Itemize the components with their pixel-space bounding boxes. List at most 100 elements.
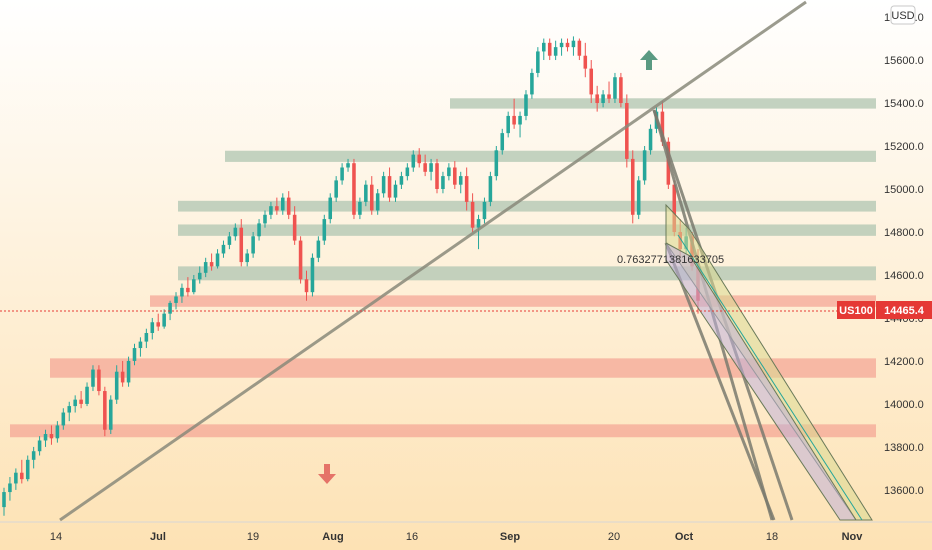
channel-upper[interactable] <box>665 203 873 521</box>
candle[interactable] <box>530 68 534 99</box>
candle[interactable] <box>583 42 588 78</box>
candle[interactable] <box>375 188 380 215</box>
y-axis[interactable]: 15800.015600.015400.015200.015000.014800… <box>876 0 932 550</box>
candle[interactable] <box>310 253 315 297</box>
candle[interactable] <box>352 158 356 220</box>
symbol-badge[interactable]: US100 <box>837 301 875 319</box>
support-zone[interactable] <box>150 295 876 307</box>
candle[interactable] <box>423 154 427 177</box>
candle[interactable] <box>186 277 190 297</box>
candle[interactable] <box>197 266 202 284</box>
candle[interactable] <box>630 150 635 224</box>
candle[interactable] <box>20 459 24 484</box>
candle[interactable] <box>245 249 249 267</box>
candle[interactable] <box>227 231 232 250</box>
candle[interactable] <box>144 328 149 349</box>
candle[interactable] <box>393 180 398 202</box>
candle[interactable] <box>476 214 481 250</box>
candle[interactable] <box>251 231 255 258</box>
candle[interactable] <box>132 343 137 366</box>
candle[interactable] <box>156 313 161 331</box>
candle[interactable] <box>405 163 410 181</box>
candle[interactable] <box>458 171 463 194</box>
candle[interactable] <box>524 90 528 121</box>
candle[interactable] <box>648 124 653 155</box>
candle[interactable] <box>263 210 267 228</box>
trendline-descending-3[interactable] <box>664 242 776 521</box>
x-axis[interactable]: 14 Jul 19 Aug 16 Sep 20 Oct 18 Nov <box>0 521 932 543</box>
candle[interactable] <box>61 408 66 430</box>
candle[interactable] <box>364 180 368 207</box>
trendline-ascending[interactable] <box>59 0 807 522</box>
candle[interactable] <box>512 98 516 129</box>
candle[interactable] <box>97 365 101 396</box>
candle[interactable] <box>79 391 83 409</box>
candle[interactable] <box>233 223 238 241</box>
resistance-zone[interactable] <box>178 224 876 236</box>
candle[interactable] <box>275 197 279 215</box>
candle[interactable] <box>108 395 113 435</box>
candle[interactable] <box>286 191 291 220</box>
candle[interactable] <box>180 283 184 303</box>
candle[interactable] <box>257 219 261 241</box>
candle[interactable] <box>553 40 558 61</box>
candle[interactable] <box>340 163 344 185</box>
candle[interactable] <box>138 337 143 357</box>
candle[interactable] <box>43 429 48 447</box>
resistance-zone[interactable] <box>178 266 876 281</box>
candle[interactable] <box>292 206 297 245</box>
candle[interactable] <box>453 161 457 189</box>
candle[interactable] <box>613 72 617 104</box>
candle[interactable] <box>31 446 36 469</box>
channel-lower[interactable] <box>665 242 857 521</box>
candle[interactable] <box>411 150 416 172</box>
candle[interactable] <box>636 176 641 220</box>
candle[interactable] <box>37 436 42 456</box>
candle[interactable] <box>417 148 421 168</box>
candle[interactable] <box>571 36 576 56</box>
candle[interactable] <box>91 365 95 392</box>
candle[interactable] <box>565 38 570 52</box>
candle[interactable] <box>150 317 155 340</box>
candle[interactable] <box>601 90 605 108</box>
candle[interactable] <box>103 386 107 437</box>
candle[interactable] <box>595 85 599 112</box>
candle[interactable] <box>221 240 226 258</box>
support-zone[interactable] <box>50 358 876 378</box>
candle[interactable] <box>25 455 30 482</box>
candle[interactable] <box>559 38 564 56</box>
candle[interactable] <box>168 300 172 321</box>
support-zone[interactable] <box>10 424 876 438</box>
candle[interactable] <box>500 128 505 155</box>
resistance-zone[interactable] <box>450 98 876 109</box>
candle[interactable] <box>73 395 77 413</box>
candle[interactable] <box>399 171 404 189</box>
candle[interactable] <box>346 158 350 172</box>
candle[interactable] <box>269 201 273 220</box>
candle[interactable] <box>589 60 594 104</box>
candle[interactable] <box>239 219 244 267</box>
candle[interactable] <box>322 214 327 245</box>
candle[interactable] <box>114 365 119 404</box>
candle[interactable] <box>2 487 6 516</box>
candle[interactable] <box>209 253 214 271</box>
candle[interactable] <box>607 81 611 104</box>
candle[interactable] <box>358 197 362 220</box>
resistance-zone[interactable] <box>225 150 876 162</box>
candle[interactable] <box>334 176 338 202</box>
candle[interactable] <box>429 158 433 181</box>
candle[interactable] <box>215 249 220 269</box>
candle[interactable] <box>328 193 333 224</box>
candle[interactable] <box>192 274 196 295</box>
candle[interactable] <box>447 163 451 181</box>
candle[interactable] <box>441 171 445 194</box>
candle[interactable] <box>464 167 469 211</box>
candle[interactable] <box>55 421 60 443</box>
last-price-badge[interactable]: 14465.4 <box>876 301 932 319</box>
resistance-zone[interactable] <box>178 200 876 212</box>
candle[interactable] <box>85 382 89 407</box>
candle[interactable] <box>625 94 629 168</box>
candle[interactable] <box>304 270 309 301</box>
candle[interactable] <box>8 477 12 501</box>
candle[interactable] <box>482 197 487 224</box>
